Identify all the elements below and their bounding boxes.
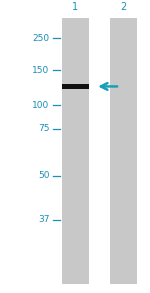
Bar: [110, 18, 136, 284]
Text: 2: 2: [120, 2, 126, 12]
Text: 75: 75: [38, 125, 50, 133]
Text: 150: 150: [32, 66, 50, 75]
Bar: [61, 84, 88, 89]
Text: 1: 1: [72, 2, 78, 12]
Text: 100: 100: [32, 101, 50, 110]
Text: 50: 50: [38, 171, 50, 180]
Text: 250: 250: [32, 34, 50, 42]
Text: 37: 37: [38, 215, 50, 224]
Bar: [61, 18, 88, 284]
